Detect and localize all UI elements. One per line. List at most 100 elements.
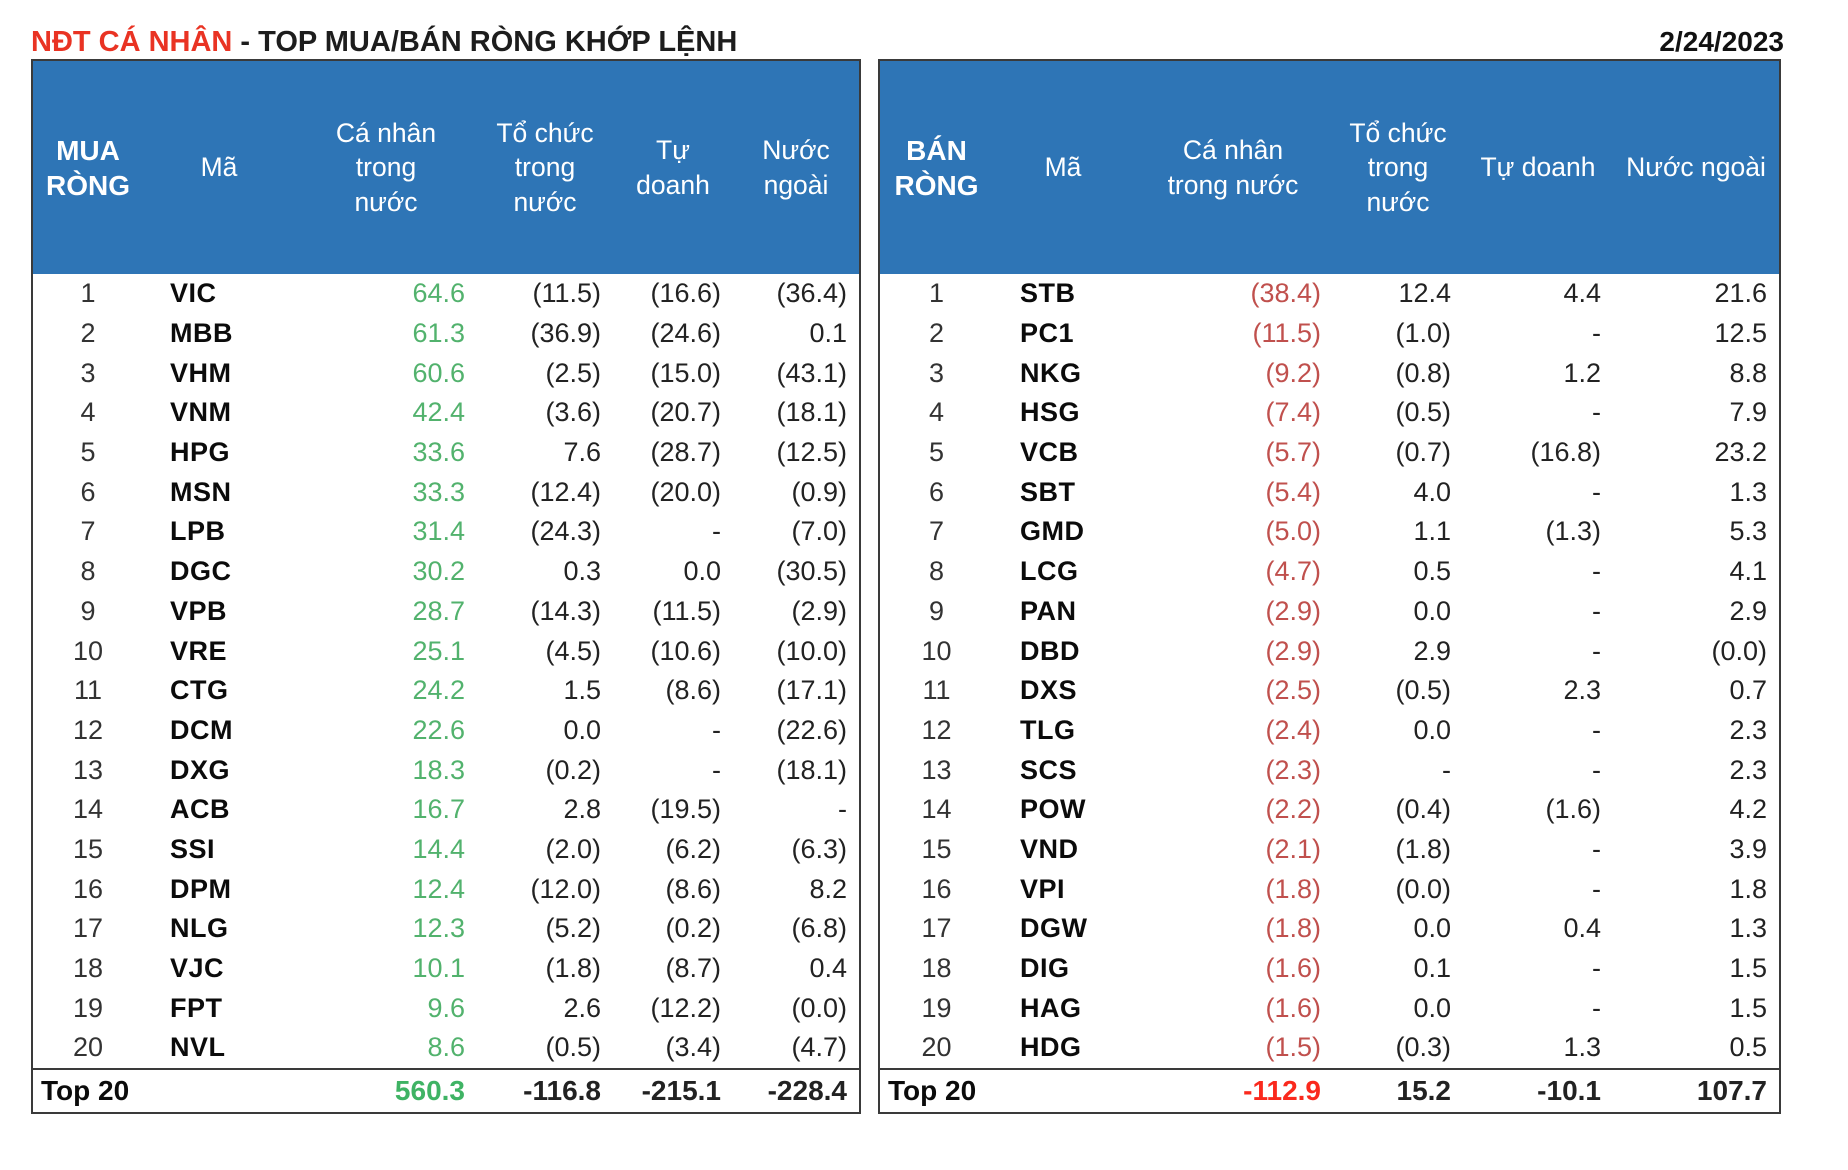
foreign-net-cell: (4.7) [791, 1032, 847, 1063]
buy-table-body: 1 VIC 64.6 (11.5) (16.6) (36.4) 2 MBB 61.3 (36.9)… [33, 274, 859, 1068]
foreign-net-cell: 4.1 [1729, 556, 1767, 587]
foreign-net-cell: 0.1 [809, 318, 847, 349]
foreign-net-cell: 21.6 [1714, 278, 1767, 309]
rank-cell: 7 [80, 516, 96, 547]
table-row: 2 MBB 61.3 (36.9) (24.6) 0.1 [33, 314, 859, 354]
rank-cell: 6 [80, 476, 96, 507]
rank-cell: 3 [928, 357, 945, 388]
report-date: 2/24/2023 [1659, 26, 1784, 57]
organization-net-cell: (0.5) [545, 1032, 601, 1063]
foreign-net-cell: (30.5) [776, 556, 847, 587]
total-individual-net-cell: 560.3 [394, 1075, 465, 1106]
table-row: 9 PAN (2.9) 0.0 - 2.9 [880, 592, 1779, 632]
organization-net-cell: (5.2) [545, 913, 601, 944]
foreign-net-cell: (6.8) [791, 913, 847, 944]
individual-net-cell: 42.4 [412, 397, 465, 428]
header-cell: Cá nhân trong nước [335, 117, 437, 217]
organization-net-cell: (1.8) [1395, 833, 1451, 864]
total-proprietary-net-cell: -215.1 [641, 1075, 721, 1106]
table-row: 10 VRE 25.1 (4.5) (10.6) (10.0) [33, 631, 859, 671]
individual-net-cell: (2.5) [1265, 675, 1321, 706]
total-foreign-net-cell: 107.7 [1696, 1075, 1767, 1106]
rank-cell: 19 [72, 992, 104, 1023]
individual-net-cell: 30.2 [412, 556, 465, 587]
rank-cell: 5 [80, 437, 96, 468]
table-row: 2 PC1 (11.5) (1.0) - 12.5 [880, 314, 1779, 354]
proprietary-net-cell: - [1592, 953, 1601, 984]
header-cell: BÁN RÒNG [894, 134, 979, 201]
proprietary-net-cell: (1.6) [1545, 794, 1601, 825]
individual-net-cell: 60.6 [412, 357, 465, 388]
table-row: 12 DCM 22.6 0.0 - (22.6) [33, 711, 859, 751]
individual-net-cell: (1.8) [1265, 913, 1321, 944]
proprietary-net-cell: (6.2) [665, 833, 721, 864]
rank-cell: 18 [921, 953, 952, 984]
header-cell: Tổ chức trong nước [496, 117, 594, 217]
foreign-net-cell: (10.0) [776, 635, 847, 666]
buy-table: MUA RÒNG Mã Cá nhân trong nước Tổ chức tron… [31, 59, 861, 1114]
individual-net-cell: 24.2 [412, 675, 465, 706]
organization-net-cell: (1.8) [545, 953, 601, 984]
ticker-cell: SBT [1020, 476, 1076, 507]
ticker-cell: DPM [170, 873, 232, 904]
table-row: 1 STB (38.4) 12.4 4.4 21.6 [880, 274, 1779, 314]
total-foreign-net-cell: -228.4 [767, 1075, 847, 1106]
individual-net-cell: (2.9) [1265, 595, 1321, 626]
proprietary-net-cell: (15.0) [650, 357, 721, 388]
proprietary-net-cell: - [1592, 754, 1601, 785]
table-row: 14 POW (2.2) (0.4) (1.6) 4.2 [880, 790, 1779, 830]
table-row: 8 LCG (4.7) 0.5 - 4.1 [880, 552, 1779, 592]
foreign-net-cell: 8.8 [1729, 357, 1767, 388]
rank-cell: 11 [922, 675, 951, 706]
organization-net-cell: 12.4 [1398, 278, 1451, 309]
ticker-cell: MSN [170, 476, 232, 507]
table-row: 20 NVL 8.6 (0.5) (3.4) (4.7) [33, 1028, 859, 1068]
proprietary-net-cell: - [712, 754, 721, 785]
table-row: 10 DBD (2.9) 2.9 - (0.0) [880, 631, 1779, 671]
page-title-brand: NĐT CÁ NHÂN [31, 26, 233, 58]
rank-cell: 5 [928, 437, 945, 468]
header-cell: Mã [1044, 152, 1082, 183]
table-row: 12 TLG (2.4) 0.0 - 2.3 [880, 711, 1779, 751]
organization-net-cell: 4.0 [1413, 476, 1451, 507]
ticker-cell: LCG [1020, 556, 1079, 587]
ticker-cell: LPB [170, 516, 226, 547]
table-row: 18 DIG (1.6) 0.1 - 1.5 [880, 949, 1779, 989]
proprietary-net-cell: - [1592, 556, 1601, 587]
table-row: 17 NLG 12.3 (5.2) (0.2) (6.8) [33, 909, 859, 949]
foreign-net-cell: (12.5) [776, 437, 847, 468]
individual-net-cell: (4.7) [1265, 556, 1321, 587]
foreign-net-cell: 7.9 [1729, 397, 1767, 428]
ticker-cell: DIG [1020, 953, 1070, 984]
table-row: 16 VPI (1.8) (0.0) - 1.8 [880, 869, 1779, 909]
sell-table: BÁN RÒNG Mã Cá nhân trong nước Tổ chức tron… [878, 59, 1781, 1114]
organization-net-cell: 0.0 [1413, 595, 1451, 626]
individual-net-cell: (2.4) [1265, 714, 1321, 745]
organization-net-cell: (0.5) [1395, 675, 1451, 706]
table-row: 11 CTG 24.2 1.5 (8.6) (17.1) [33, 671, 859, 711]
rank-cell: 11 [73, 675, 103, 706]
organization-net-cell: 0.5 [1413, 556, 1451, 587]
proprietary-net-cell: - [712, 516, 721, 547]
rank-cell: 2 [928, 318, 945, 349]
table-row: 18 VJC 10.1 (1.8) (8.7) 0.4 [33, 949, 859, 989]
header-cell: Mã [200, 152, 238, 183]
individual-net-cell: 12.4 [412, 873, 465, 904]
proprietary-net-cell: (28.7) [650, 437, 721, 468]
individual-net-cell: (1.6) [1265, 992, 1321, 1023]
proprietary-net-cell: 4.4 [1563, 278, 1601, 309]
proprietary-net-cell: (24.6) [650, 318, 721, 349]
foreign-net-cell: 8.2 [809, 873, 847, 904]
table-row: 20 HDG (1.5) (0.3) 1.3 0.5 [880, 1028, 1779, 1068]
rank-cell: 4 [80, 397, 96, 428]
organization-net-cell: (0.8) [1395, 357, 1451, 388]
proprietary-net-cell: (16.8) [1530, 437, 1601, 468]
individual-net-cell: (5.7) [1265, 437, 1321, 468]
individual-net-cell: (1.6) [1265, 953, 1321, 984]
ticker-cell: HDG [1020, 1032, 1082, 1063]
table-row: 3 NKG (9.2) (0.8) 1.2 8.8 [880, 353, 1779, 393]
header-cell: Cá nhân trong nước [1167, 135, 1299, 200]
ticker-cell: HAG [1020, 992, 1082, 1023]
organization-net-cell: (3.6) [545, 397, 601, 428]
header-cell: Nước ngoài [762, 135, 830, 200]
